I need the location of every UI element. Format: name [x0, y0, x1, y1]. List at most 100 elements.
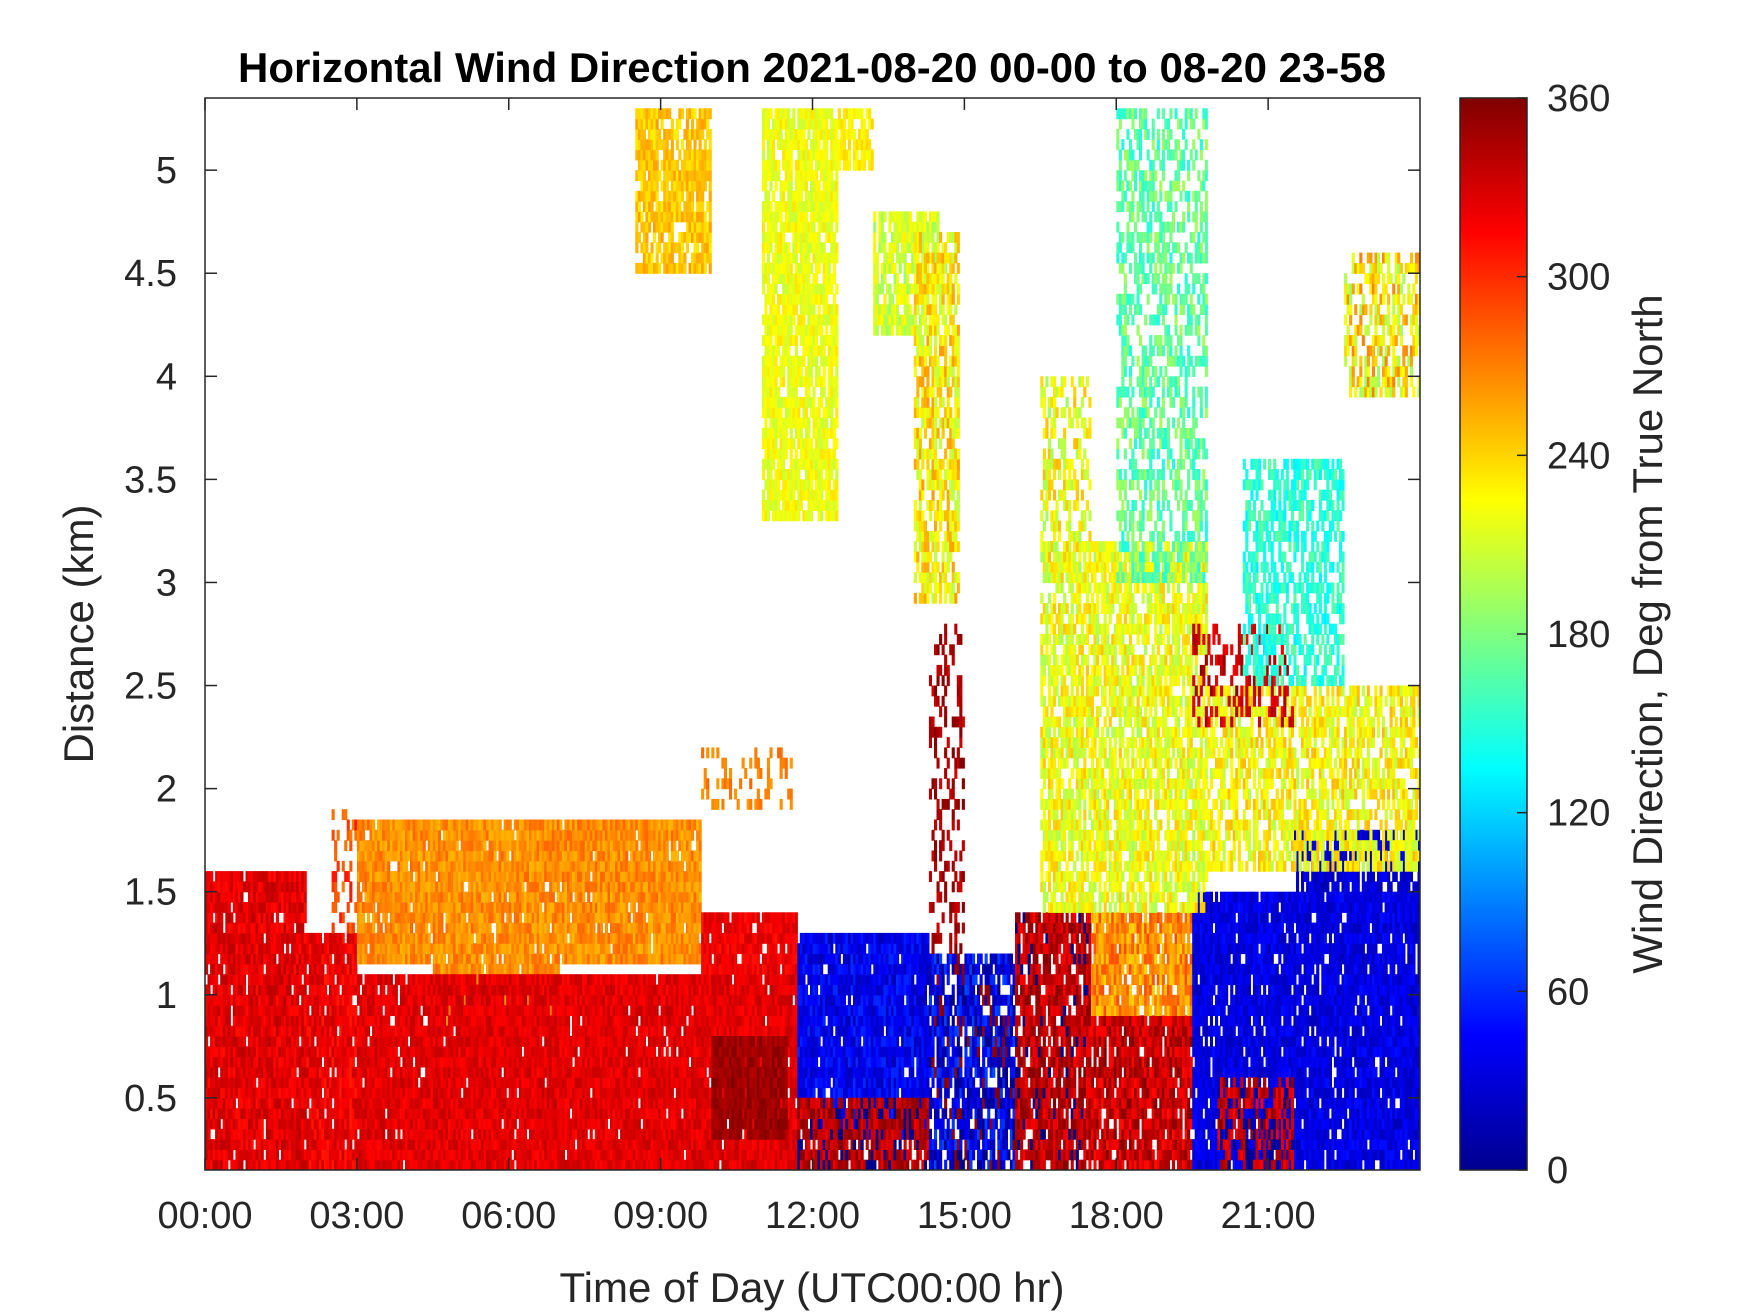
- heatmap-cell: [215, 1108, 219, 1120]
- heatmap-cell: [549, 902, 553, 913]
- heatmap-cell: [324, 1149, 328, 1161]
- heatmap-cell: [364, 1128, 368, 1140]
- heatmap-cell: [354, 1066, 358, 1078]
- heatmap-cell: [691, 829, 695, 841]
- heatmap-cell: [599, 902, 603, 913]
- heatmap-cell: [384, 953, 388, 965]
- heatmap-cell: [227, 1128, 231, 1140]
- heatmap-cell: [432, 881, 436, 893]
- heatmap-cell: [579, 871, 583, 882]
- heatmap-cell: [260, 1056, 264, 1068]
- heatmap-cell: [369, 881, 373, 893]
- heatmap-cell: [268, 932, 272, 944]
- heatmap-cell: [458, 953, 462, 965]
- heatmap-cell: [445, 902, 449, 913]
- heatmap-cell: [399, 943, 403, 955]
- heatmap-cell: [286, 984, 290, 996]
- heatmap-cell: [594, 881, 598, 893]
- heatmap-cell: [339, 953, 343, 965]
- heatmap-cell: [356, 1036, 360, 1047]
- heatmap-cell: [604, 912, 608, 924]
- heatmap-cell: [288, 963, 292, 975]
- heatmap-cell: [372, 891, 376, 903]
- heatmap-cell: [415, 1066, 419, 1078]
- heatmap-cell: [397, 829, 401, 841]
- heatmap-cell: [258, 1077, 262, 1089]
- heatmap-cell: [698, 871, 702, 882]
- heatmap-cell: [526, 871, 530, 882]
- heatmap-cell: [653, 829, 657, 841]
- heatmap-cell: [683, 881, 687, 893]
- heatmap-cell: [622, 819, 626, 831]
- heatmap-cell: [541, 860, 545, 872]
- heatmap-cell: [680, 871, 684, 882]
- heatmap-cell: [230, 1046, 234, 1058]
- heatmap-cell: [318, 963, 322, 975]
- heatmap-cell: [354, 1149, 358, 1161]
- heatmap-cell: [280, 932, 284, 944]
- heatmap-cell: [402, 850, 406, 862]
- heatmap-cell: [531, 912, 535, 924]
- heatmap-cell: [235, 1066, 239, 1078]
- heatmap-cell: [567, 860, 571, 872]
- heatmap-cell: [288, 1139, 292, 1150]
- heatmap-cell: [296, 1036, 300, 1047]
- heatmap-cell: [220, 1077, 224, 1089]
- heatmap-region: [306, 932, 358, 1170]
- heatmap-cell: [640, 922, 644, 934]
- heatmap-cell: [397, 1077, 401, 1089]
- heatmap-cell: [278, 1139, 282, 1150]
- heatmap-cell: [402, 984, 406, 996]
- heatmap-cell: [486, 943, 490, 955]
- heatmap-cell: [273, 1108, 277, 1120]
- heatmap-cell: [306, 1015, 310, 1027]
- heatmap-cell: [306, 1046, 310, 1058]
- heatmap-cell: [468, 953, 472, 965]
- heatmap-cell: [205, 1046, 209, 1058]
- heatmap-cell: [440, 912, 444, 924]
- heatmap-cell: [361, 850, 365, 862]
- heatmap-cell: [326, 1025, 330, 1037]
- heatmap-cell: [306, 1159, 310, 1170]
- heatmap-cell: [296, 1087, 300, 1099]
- heatmap-cell: [336, 994, 340, 1006]
- heatmap-cell: [296, 922, 300, 934]
- heatmap-cell: [283, 1087, 287, 1099]
- heatmap-cell: [250, 943, 254, 955]
- heatmap-cell: [663, 881, 667, 893]
- heatmap-cell: [569, 932, 573, 944]
- heatmap-cell: [407, 1118, 411, 1130]
- heatmap-cell: [397, 1159, 401, 1170]
- heatmap-cell: [597, 922, 601, 934]
- heatmap-cell: [556, 963, 560, 975]
- heatmap-cell: [402, 881, 406, 893]
- heatmap-cell: [496, 922, 500, 934]
- heatmap-cell: [602, 850, 606, 862]
- heatmap-cell: [324, 1056, 328, 1068]
- heatmap-cell: [698, 881, 702, 893]
- heatmap-cell: [516, 860, 520, 872]
- heatmap-cell: [529, 850, 533, 862]
- heatmap-cell: [663, 912, 667, 924]
- heatmap-cell: [237, 902, 241, 913]
- heatmap-cell: [412, 1015, 416, 1027]
- heatmap-cell: [275, 881, 279, 893]
- heatmap-cell: [235, 1046, 239, 1058]
- heatmap-cell: [440, 819, 444, 831]
- heatmap-cell: [377, 1159, 381, 1170]
- heatmap-cell: [683, 943, 687, 955]
- heatmap-cell: [660, 902, 664, 913]
- heatmap-cell: [407, 881, 411, 893]
- heatmap-cell: [663, 922, 667, 934]
- heatmap-cell: [217, 984, 221, 996]
- heatmap-cell: [523, 891, 527, 903]
- heatmap-cell: [645, 953, 649, 965]
- heatmap-cell: [625, 891, 629, 903]
- heatmap-cell: [680, 881, 684, 893]
- heatmap-cell: [470, 850, 474, 862]
- heatmap-cell: [448, 829, 452, 841]
- heatmap-cell: [235, 953, 239, 965]
- heatmap-cell: [382, 881, 386, 893]
- heatmap-cell: [237, 1149, 241, 1161]
- heatmap-cell: [326, 974, 330, 986]
